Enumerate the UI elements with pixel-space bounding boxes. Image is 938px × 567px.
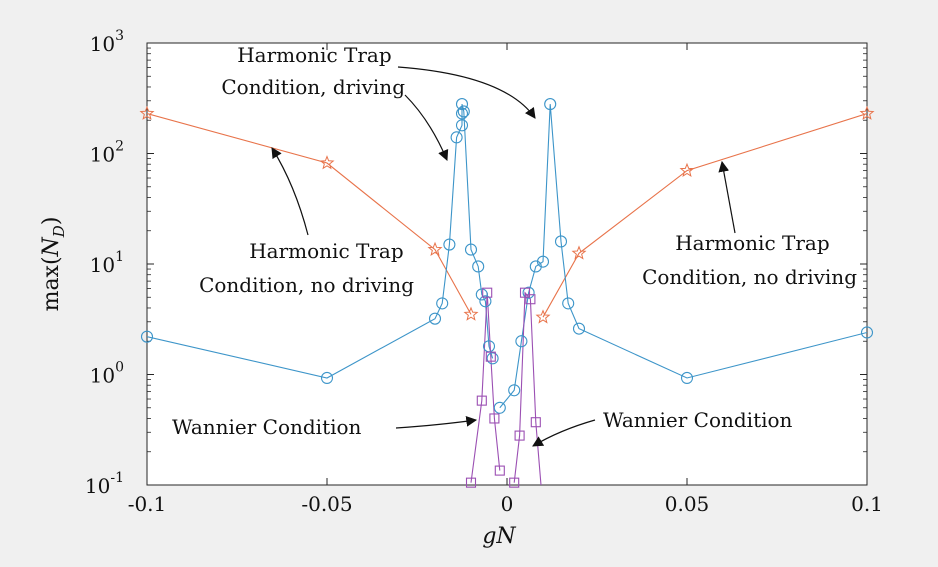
label-wannier-right: Wannier Condition [603,408,793,432]
arrow-no-driving-right [718,160,736,234]
x-tick-label-4: 0.1 [851,492,883,516]
data-point-harmonic-driving-left-10 [464,243,478,256]
data-point-harmonic-driving-right-8 [562,297,575,310]
data-point-harmonic-driving-right-3 [522,286,535,299]
data-point-harmonic-driving-right-9 [572,322,586,335]
y-tick-label-2: 101 [90,249,124,277]
series-layer [147,103,867,485]
y-tick-label-3: 102 [90,139,124,167]
x-tick-label-0: -0.1 [128,492,167,516]
data-point-harmonic-driving-left-8 [455,98,469,111]
data-point-harmonic-driving-left-5 [450,131,463,144]
label-harmonic-no-driving-left: Harmonic Trap Condition, no driving [199,239,414,297]
y-tick-label-1: 100 [90,360,124,388]
series-line-harmonic-driving-left [147,103,494,379]
series-line-wannier-right [513,291,542,485]
data-point-harmonic-no-driving-left-3 [463,306,479,321]
series-line-harmonic-no-driving-right [542,113,867,318]
label-harmonic-no-driving-right: Harmonic Trap Condition, no driving [642,231,857,289]
data-point-harmonic-no-driving-right-1 [571,245,587,260]
series-line-wannier-left [470,292,501,483]
x-tick-label-3: 0.05 [665,492,710,516]
axis-ticks [146,42,868,486]
data-point-harmonic-no-driving-left-1 [319,155,335,170]
data-point-harmonic-driving-left-9 [457,105,470,118]
y-axis-label: max(ND) [39,217,68,312]
data-point-wannier-right-2 [519,287,531,298]
data-point-harmonic-driving-right-11 [860,326,874,339]
data-point-harmonic-driving-right-1 [508,384,521,397]
label-harmonic-driving-left: Harmonic Trap Condition, driving [221,43,405,99]
data-point-harmonic-driving-right-10 [680,371,694,385]
x-tick-label-2: 0 [501,492,514,516]
plot-area [146,42,868,486]
data-point-wannier-right-3 [525,294,536,305]
arrow-wannier-left [395,415,478,429]
arrow-driving-left [404,94,449,161]
data-point-harmonic-driving-left-4 [443,238,456,251]
marker-layer [139,98,875,488]
data-point-harmonic-no-driving-right-2 [679,162,695,177]
data-point-harmonic-no-driving-left-2 [427,241,443,256]
annotation-arrows [271,66,736,447]
data-point-harmonic-no-driving-left-0 [139,105,155,120]
series-line-harmonic-no-driving-left [147,112,472,315]
data-point-harmonic-driving-right-7 [554,235,568,248]
data-point-harmonic-driving-right-6 [544,98,557,111]
data-point-wannier-left-0 [465,477,477,488]
y-tick-label-0: 10-1 [85,470,124,498]
data-point-wannier-left-5 [494,465,505,476]
data-point-harmonic-driving-left-1 [320,371,334,385]
data-point-harmonic-driving-left-2 [428,312,442,325]
arrow-no-driving-left [271,147,309,236]
data-point-harmonic-driving-left-7 [455,107,469,120]
data-point-wannier-right-0 [509,477,520,488]
data-point-harmonic-driving-left-11 [472,260,485,273]
data-point-harmonic-driving-left-0 [140,330,154,343]
data-point-harmonic-driving-left-3 [436,297,449,310]
x-axis-label: gN [482,524,516,549]
data-point-harmonic-driving-left-13 [479,295,492,308]
data-point-harmonic-driving-right-5 [536,255,550,268]
y-tick-label-4: 103 [90,28,124,56]
data-point-harmonic-no-driving-right-0 [535,309,551,324]
series-line-harmonic-driving-right [499,104,867,409]
data-point-wannier-left-1 [476,395,487,406]
arrow-wannier-right [532,419,596,447]
arrow-driving-right [397,66,536,119]
data-point-harmonic-driving-right-2 [515,335,528,348]
data-point-harmonic-no-driving-right-3 [859,105,875,120]
data-point-harmonic-driving-right-0 [493,401,506,414]
data-point-harmonic-driving-left-6 [455,119,469,132]
data-point-wannier-left-4 [489,413,500,424]
y-tick-labels: 10-1 100 101 102 103 [85,28,124,498]
data-point-wannier-left-2 [482,287,493,298]
data-point-wannier-right-4 [530,417,541,428]
x-tick-labels: -0.1 -0.05 0 0.05 0.1 [128,492,883,516]
label-wannier-left: Wannier Condition [172,415,362,439]
x-tick-label-1: -0.05 [301,492,352,516]
data-point-wannier-left-3 [485,351,496,362]
data-point-harmonic-driving-left-15 [486,352,499,365]
data-point-harmonic-driving-left-12 [475,288,488,301]
data-point-wannier-right-1 [514,430,525,441]
